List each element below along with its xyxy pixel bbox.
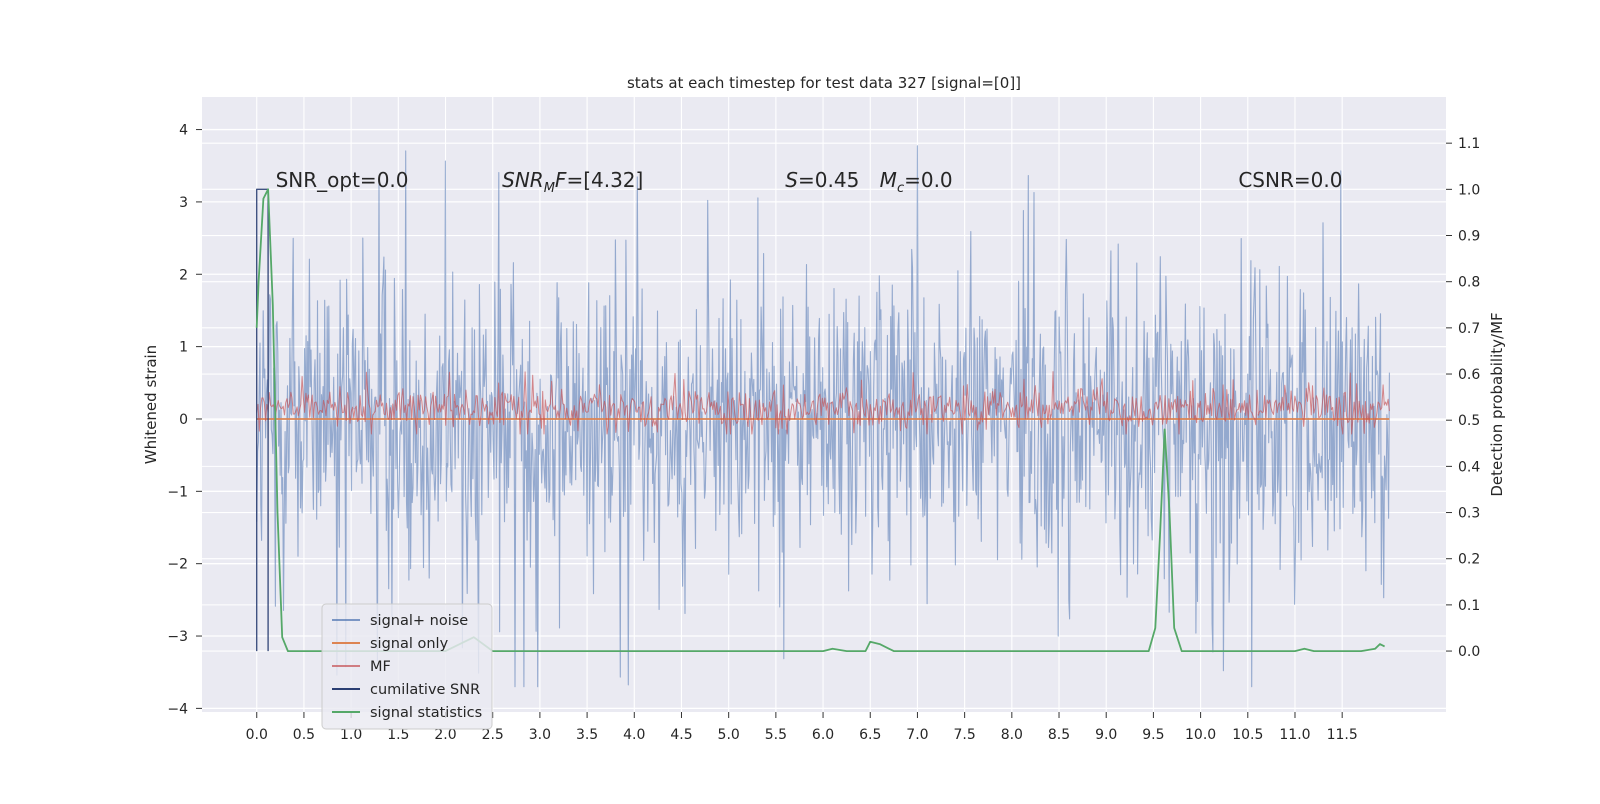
legend-box bbox=[321, 603, 493, 730]
y-tick-label: 4 bbox=[179, 123, 188, 139]
legend-label: signal+ noise bbox=[370, 613, 468, 629]
y-tick-label: −1 bbox=[167, 484, 188, 500]
y2-tick-label: 0.8 bbox=[1458, 275, 1480, 291]
legend-label: signal statistics bbox=[370, 705, 482, 721]
x-tick-label: 9.0 bbox=[1095, 727, 1117, 743]
y-tick-label: −3 bbox=[167, 629, 188, 645]
x-tick-label: 2.5 bbox=[482, 727, 504, 743]
y2-tick-label: 0.9 bbox=[1458, 229, 1480, 245]
series-layer bbox=[255, 145, 1390, 688]
legend-label: MF bbox=[370, 659, 391, 675]
x-tick-label: 3.0 bbox=[529, 727, 551, 743]
x-tick-label: 5.0 bbox=[718, 727, 740, 743]
x-tick-label: 8.5 bbox=[1048, 727, 1070, 743]
x-tick-label: 9.5 bbox=[1142, 727, 1164, 743]
y2-tick-label: 1.0 bbox=[1458, 182, 1480, 198]
x-tick-label: 11.5 bbox=[1327, 727, 1358, 743]
x-tick-label: 7.0 bbox=[906, 727, 928, 743]
x-tick-label: 5.5 bbox=[765, 727, 787, 743]
series-cumilative-snr bbox=[256, 188, 269, 652]
x-tick-label: 0.5 bbox=[293, 727, 315, 743]
y2-tick-label: 0.7 bbox=[1458, 321, 1480, 337]
y2-tick-label: 0.4 bbox=[1458, 459, 1480, 475]
x-tick-label: 7.5 bbox=[954, 727, 976, 743]
series-signal-statistics bbox=[255, 188, 1385, 652]
x-tick-label: 0.0 bbox=[246, 727, 268, 743]
x-tick-label: 2.0 bbox=[434, 727, 456, 743]
y-tick-label: 2 bbox=[179, 267, 188, 283]
y-axis-label: Whitened strain bbox=[142, 345, 160, 464]
legend: signal+ noise signal only MF cumilative SNR… bbox=[321, 603, 493, 730]
y-tick-label: 3 bbox=[179, 195, 188, 211]
x-tick-label: 8.0 bbox=[1001, 727, 1023, 743]
y2-tick-label: 0.5 bbox=[1458, 413, 1480, 429]
y-tick-label: −4 bbox=[167, 701, 188, 717]
annotation: SNRMF=[4.32] bbox=[502, 168, 643, 196]
y2-tick-label: 0.3 bbox=[1458, 506, 1480, 522]
legend-label: signal only bbox=[370, 636, 449, 652]
y-tick-label: 1 bbox=[179, 340, 188, 356]
annotation: SNR_opt=0.0 bbox=[276, 168, 409, 192]
chart-title: stats at each timestep for test data 327… bbox=[627, 74, 1021, 92]
legend-label: cumilative SNR bbox=[370, 682, 480, 698]
annotation: S=0.45 bbox=[785, 168, 859, 192]
y-tick-label: −2 bbox=[167, 557, 188, 573]
x-tick-label: 10.5 bbox=[1232, 727, 1263, 743]
x-tick-label: 4.5 bbox=[670, 727, 692, 743]
x-tick-label: 6.0 bbox=[812, 727, 834, 743]
grid-lines bbox=[202, 97, 1446, 712]
x-tick-label: 10.0 bbox=[1185, 727, 1216, 743]
y2-tick-label: 0.1 bbox=[1458, 598, 1480, 614]
x-tick-label: 1.0 bbox=[340, 727, 362, 743]
x-tick-label: 11.0 bbox=[1279, 727, 1310, 743]
y2-tick-label: 1.1 bbox=[1458, 136, 1480, 152]
annotation: CSNR=0.0 bbox=[1238, 168, 1342, 192]
y-tick-label: 0 bbox=[179, 412, 188, 428]
axes-layer: 0.0 0.5 1.0 1.5 2.0 2.5 3.0 3.5 4.0 4.5 5.0 5.5 6.0 6… bbox=[167, 123, 1480, 743]
y2-tick-label: 0.2 bbox=[1458, 552, 1480, 568]
x-tick-label: 1.5 bbox=[387, 727, 409, 743]
series-signal-noise bbox=[256, 145, 1390, 688]
x-tick-label: 3.5 bbox=[576, 727, 598, 743]
y2-tick-label: 0.0 bbox=[1458, 644, 1480, 660]
series-mf bbox=[256, 371, 1390, 435]
y2-axis-label: Detection probability/MF bbox=[1488, 312, 1506, 496]
y2-tick-label: 0.6 bbox=[1458, 367, 1480, 383]
x-tick-label: 4.0 bbox=[623, 727, 645, 743]
x-tick-label: 6.5 bbox=[859, 727, 881, 743]
annotations: SNR_opt=0.0 SNRMF=[4.32] S=0.45 Mc=0.0 CSNR=… bbox=[276, 168, 1343, 196]
annotation: Mc=0.0 bbox=[880, 168, 953, 196]
